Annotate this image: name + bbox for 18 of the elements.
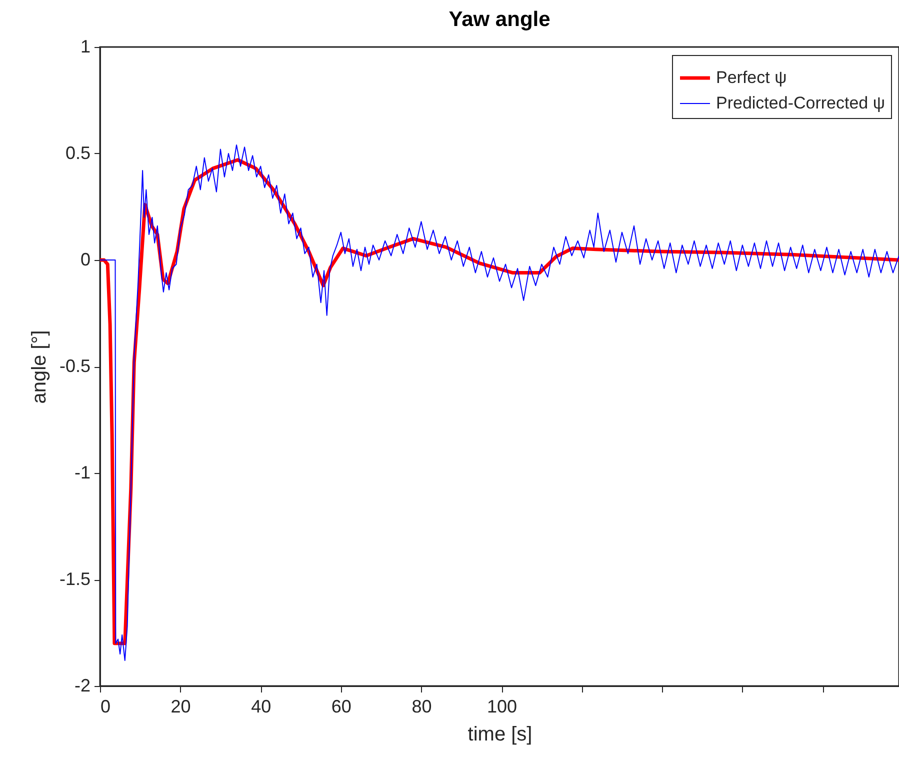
- x-tick-label: 100: [486, 696, 518, 716]
- chart-title: Yaw angle: [448, 8, 550, 31]
- y-tick-label: 0.5: [65, 143, 90, 163]
- y-axis-title: angle [°]: [28, 330, 50, 404]
- y-tick-label: 1: [80, 36, 90, 56]
- y-tick-label: -2: [74, 676, 90, 696]
- y-tick-label: 0: [80, 250, 90, 270]
- x-tick-label: 20: [170, 696, 191, 716]
- x-tick-label: 60: [331, 696, 352, 716]
- legend-label: Perfect ψ: [716, 68, 787, 87]
- x-tick-label: 0: [100, 696, 111, 716]
- legend-label: Predicted-Corrected ψ: [716, 94, 885, 112]
- x-tick-label: 40: [251, 696, 272, 716]
- y-tick-label: -1.5: [59, 569, 90, 589]
- x-tick-label: 80: [412, 696, 432, 716]
- y-tick-label: -0.5: [59, 356, 90, 376]
- x-axis-title: time [s]: [468, 724, 532, 746]
- y-tick-label: -1: [74, 462, 90, 482]
